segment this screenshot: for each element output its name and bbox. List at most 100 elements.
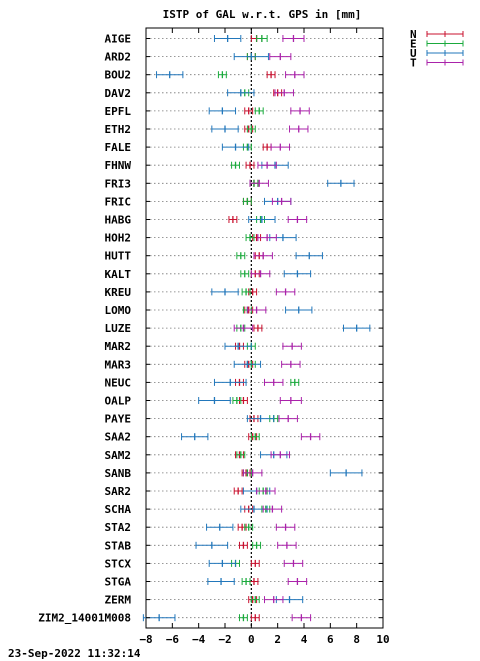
errorbar-u (329, 469, 363, 477)
station-label: MAR3 (105, 358, 132, 371)
errorbar-t (233, 324, 254, 332)
errorbar-e (250, 433, 260, 441)
station-label: FALE (105, 141, 132, 154)
station-label: BOU2 (105, 69, 132, 82)
x-tick-label: 0 (248, 633, 255, 646)
errorbar-t (278, 415, 298, 423)
errorbar-t (282, 342, 302, 350)
errorbar-u (246, 415, 275, 423)
errorbar-t (257, 234, 277, 242)
station-label: MAR2 (105, 340, 132, 353)
station-label: STA2 (105, 521, 132, 534)
legend-label-t: T (410, 57, 417, 70)
station-label: SANB (105, 467, 132, 480)
errorbar-n (245, 161, 255, 169)
errorbar-u (343, 324, 371, 332)
errorbar-e (245, 234, 255, 242)
station-label: DAV2 (105, 87, 132, 100)
errorbar-t (270, 143, 291, 151)
errorbar-n (262, 143, 272, 151)
errorbar-n (249, 578, 259, 585)
errorbar-e (236, 451, 246, 459)
errorbar-e (250, 596, 260, 604)
errorbar-t (257, 161, 277, 169)
errorbar-u (248, 216, 276, 223)
errorbar-n (238, 541, 248, 549)
errorbar-e (254, 107, 264, 115)
errorbar-e (232, 397, 242, 404)
x-tick-label: 6 (327, 633, 334, 646)
station-label: SAA2 (105, 431, 132, 444)
station-label: SAM2 (105, 449, 132, 462)
station-label: NEUC (105, 376, 132, 389)
chart-title: ISTP of GAL w.r.t. GPS in [mm] (163, 8, 362, 21)
x-tick-label: 10 (376, 633, 389, 646)
errorbar-t (274, 89, 294, 97)
station-label: STGA (105, 576, 132, 589)
station-label: KALT (105, 268, 132, 281)
errorbar-n (244, 107, 254, 115)
x-axis-ticks: −8 −6 −4 −2 0 2 4 6 8 10 (139, 28, 390, 646)
legend-swatch-e (426, 40, 464, 47)
errorbar-u (211, 288, 239, 296)
errorbar-t (262, 505, 283, 513)
errorbar-t (264, 378, 284, 386)
errorbar-t (287, 578, 308, 585)
errorbar-n (233, 487, 243, 495)
station-label: HOH2 (105, 232, 132, 245)
station-label: KREU (105, 286, 132, 299)
errorbar-t (277, 541, 297, 549)
x-tick-label: −8 (139, 633, 152, 646)
errorbar-u (295, 252, 323, 260)
errorbar-u (156, 71, 184, 79)
legend-swatch-u (426, 50, 464, 56)
errorbar-t (264, 596, 284, 604)
errorbar-t (283, 559, 304, 567)
x-tick-label: −2 (218, 633, 231, 646)
grid-lines (146, 38, 383, 619)
legend-label-u: U (410, 47, 417, 60)
errorbar-e (244, 523, 254, 531)
station-label: ARD2 (105, 51, 132, 64)
errorbar-t (289, 125, 309, 133)
errorbar-t (250, 270, 271, 278)
errorbar-t (275, 288, 296, 296)
legend-label-n: N (410, 28, 417, 41)
legend-swatch-t (426, 59, 464, 66)
station-label: ZIM2_14001M008 (38, 612, 131, 625)
errorbar-t (290, 107, 310, 115)
timestamp-text: 23-Sep-2022 11:32:14 (8, 647, 141, 660)
errorbar-t (249, 179, 269, 187)
legend-label-e: E (410, 38, 417, 51)
station-label: FHNW (105, 159, 132, 172)
station-label: SAR2 (105, 485, 132, 498)
x-tick-label: 8 (353, 633, 360, 646)
errorbar-t (246, 306, 267, 314)
errorbar-u (285, 306, 313, 314)
errorbar-u (227, 89, 255, 97)
errorbar-t (287, 216, 308, 223)
station-label: EPFL (105, 105, 132, 118)
legend-swatch-n (426, 31, 464, 37)
errorbar-e (231, 161, 240, 169)
station-label: ETH2 (105, 123, 132, 136)
errorbar-t (253, 252, 273, 260)
station-label: ZERM (105, 594, 132, 607)
errorbar-t (270, 451, 291, 459)
station-label: LOMO (105, 304, 132, 317)
errorbar-n (250, 559, 260, 567)
station-label: HUTT (105, 250, 132, 263)
errorbar-n (250, 614, 260, 622)
errorbar-u (211, 125, 239, 133)
errorbar-e (241, 578, 251, 585)
errorbar-e (236, 252, 246, 260)
errorbar-n (228, 216, 238, 223)
errorbar-t (256, 487, 276, 495)
errorbar-u (233, 360, 262, 368)
errorbar-e (256, 35, 268, 42)
station-label: FRI3 (105, 177, 132, 190)
station-label: PAYE (105, 413, 132, 426)
station-label: AIGE (105, 33, 132, 46)
errorbar-e (242, 197, 252, 205)
